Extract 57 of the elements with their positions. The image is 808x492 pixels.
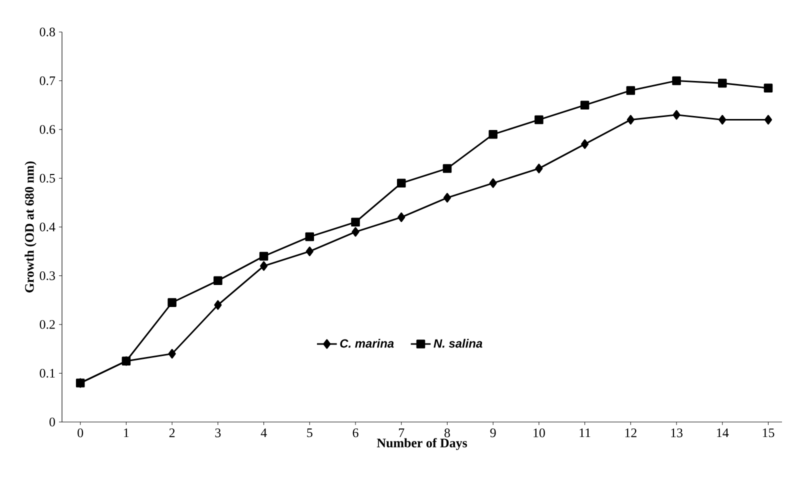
point [443,192,452,203]
x-tick-label: 7 [398,428,404,437]
point [626,86,636,95]
x-tick-label: 10 [534,428,545,438]
point [626,114,634,125]
x-tick-label: 9 [490,428,496,438]
point [672,110,680,120]
point [398,212,406,222]
point [396,178,406,188]
point [168,348,176,359]
x-tick-label: 8 [444,428,450,438]
y-tick-label: 0.7 [40,76,56,86]
point [214,276,222,286]
point [260,261,268,271]
y-tick-label: 0.2 [40,320,55,329]
legend-label: N. salina [434,338,482,348]
y-tick-label: 0 [50,418,55,426]
point [718,78,727,88]
x-tick-label: 6 [352,428,358,438]
y-tick-label: 0.1 [40,368,55,378]
x-tick-label: 2 [169,428,175,438]
y-tick-label: 0.6 [40,125,56,134]
x-tick-label: 3 [215,428,221,438]
x-tick-label: 0 [78,428,84,438]
point [306,246,314,256]
x-tick-label: 15 [762,428,774,438]
x-tick-label: 12 [625,428,636,438]
point [352,227,360,237]
x-tick-label: 13 [671,428,682,438]
point [168,298,176,307]
point [488,130,498,139]
point [764,114,772,125]
point [672,76,681,86]
point [351,218,360,227]
point [442,164,452,173]
point [259,252,268,261]
point [489,178,497,188]
point [764,84,773,92]
point [535,164,543,174]
y-tick-label: 0.3 [40,271,55,280]
point [581,139,589,149]
x-axis-title: Number of Days [376,438,468,450]
y-tick-label: 0.5 [40,174,55,183]
x-tick-label: 1 [124,428,129,438]
x-tick-label: 4 [260,428,267,438]
y-tick-label: 0.4 [40,222,56,232]
point [534,115,544,124]
x-tick-label: 11 [580,428,590,438]
y-tick-label: 0.8 [40,28,55,36]
x-tick-label: 5 [307,428,312,438]
point [580,100,590,110]
x-tick-label: 14 [717,428,729,438]
point [214,300,222,310]
point [718,114,726,125]
legend-label: C. marina [340,338,394,348]
point [305,232,314,242]
y-axis-title: Growth (OD at 680 nm) [24,162,36,292]
